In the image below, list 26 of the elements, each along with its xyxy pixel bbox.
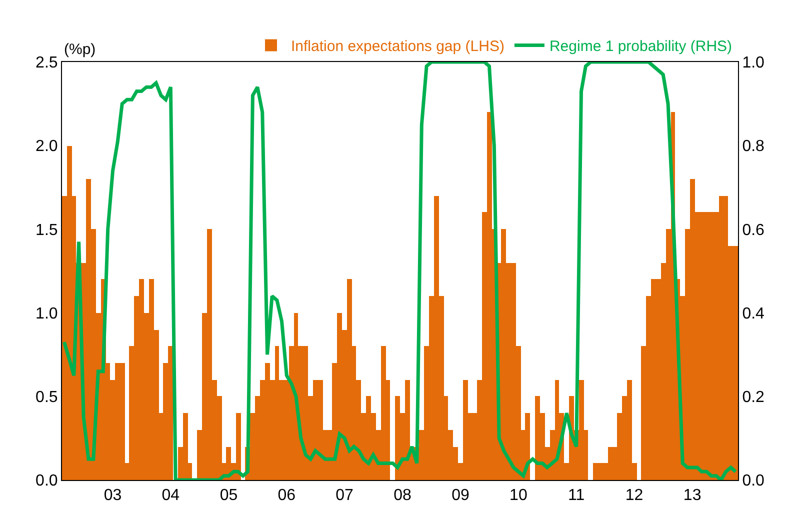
legend-label: Regime 1 probability (RHS) (549, 38, 732, 56)
x-tick-label: 10 (510, 487, 528, 504)
y-tick-label: 0.5 (36, 389, 58, 406)
x-tick-label: 13 (683, 487, 702, 504)
y2-tick-label: 1.0 (742, 54, 765, 72)
y2-tick-label: 0.2 (742, 389, 765, 406)
x-tick-label: 06 (278, 487, 296, 504)
x-tick-label: 05 (220, 487, 238, 504)
y2-tick-label: 0.6 (742, 222, 765, 239)
x-tick-label: 03 (104, 487, 122, 504)
y2-tick-label: 0.4 (742, 305, 765, 322)
x-tick-label: 08 (394, 487, 412, 504)
y-tick-label: 0.0 (36, 472, 58, 490)
y-axis-title: (%p) (64, 41, 96, 58)
x-tick-label: 07 (336, 487, 354, 504)
y-tick-label: 2.0 (36, 138, 58, 156)
x-tick-label: 04 (162, 487, 180, 504)
x-tick-label: 12 (625, 487, 644, 504)
y2-tick-label: 0.8 (742, 138, 765, 156)
y-tick-label: 1.5 (36, 222, 58, 239)
y2-tick-label: 0.0 (742, 472, 765, 490)
y-tick-label: 2.5 (36, 54, 58, 72)
y-tick-label: 1.0 (36, 305, 58, 322)
x-tick-label: 11 (568, 487, 585, 504)
x-tick-label: 09 (452, 487, 470, 504)
legend-label: Inflation expectations gap (LHS) (291, 38, 504, 56)
